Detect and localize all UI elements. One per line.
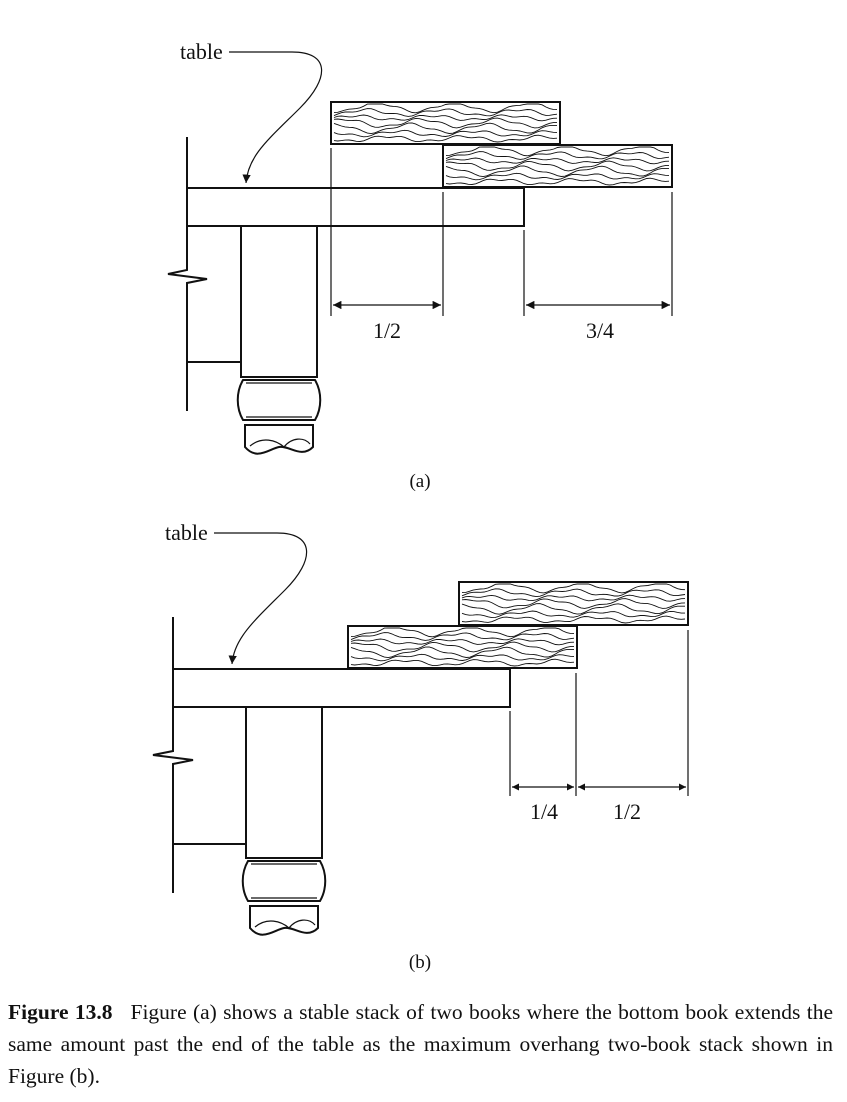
sublabel-b: (b) [409,952,431,973]
dimensions-b: 1/4 1/2 [509,630,689,824]
book-bottom-a [442,144,673,188]
wood-grain-line [350,646,574,659]
table-label-a: table [180,39,223,64]
wall-b [152,617,245,893]
table-label-b: table [165,520,208,545]
wood-grain-line [461,594,686,602]
dimensions-a: 1/2 3/4 [330,148,673,343]
wood-grain-line [350,641,575,653]
wood-grain-line [333,134,558,143]
caption-text: Figure (a) shows a stable stack of two b… [8,1000,833,1088]
wood-grain-line [350,632,575,641]
caption-number: Figure 13.8 [8,1000,113,1024]
book-top-a [330,101,561,145]
table-pointer-b: table [165,520,308,665]
book-bottom-b [347,625,578,669]
dim-label-a-right: 3/4 [586,318,614,343]
table-a [186,187,525,455]
dim-label-b-left: 1/4 [530,799,558,824]
wood-grain-line [445,172,670,181]
table-pointer-a: table [180,39,323,184]
panel-a: table 1/2 3/4 (a) [167,39,673,492]
wood-grain-line [333,108,558,117]
wood-grain-line [333,129,558,138]
sublabel-a: (a) [409,471,430,492]
wall-a [167,137,240,411]
wood-grain-line [350,638,575,646]
wood-grain-line [350,653,575,662]
wood-grain-line [333,122,557,135]
dim-label-b-right: 1/2 [613,799,641,824]
dim-label-a-left: 1/2 [373,318,401,343]
wood-grain-line [445,151,670,160]
wood-grain-line [445,177,670,186]
wood-grain-line [333,117,558,129]
wood-grain-line [350,627,575,638]
wood-grain-line [461,598,686,609]
wood-grain-line [445,165,669,178]
wood-grain-line [461,615,686,624]
figure-caption: Figure 13.8 Figure (a) shows a stable sta… [8,996,833,1092]
panel-b: table 1/4 1/2 (b) [152,520,689,973]
wood-grain-line [461,588,686,598]
wood-grain-line [445,157,670,165]
wood-grain-line [333,103,558,114]
wood-grain-line [461,583,686,594]
wood-grain-line [445,160,670,172]
table-b [172,668,511,936]
wood-grain-line [461,610,685,619]
wood-grain-line [445,146,670,157]
wood-grain-line [461,603,685,615]
wood-grain-line [350,658,575,667]
book-top-b [458,581,689,626]
wood-grain-line [333,114,558,122]
